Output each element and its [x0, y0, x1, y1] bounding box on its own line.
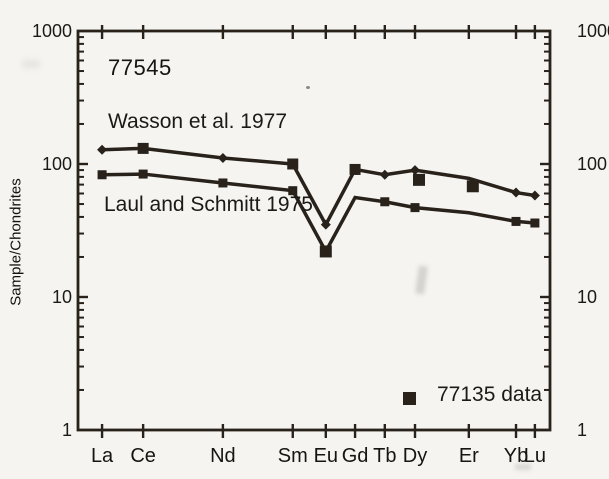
marker-wasson-Eu: [320, 219, 331, 230]
y-axis-title: Sample/Chondrites: [7, 178, 25, 306]
marker-laul-Eu: [319, 245, 332, 258]
marker-laul-Ce: [138, 169, 148, 179]
y-tick-label-left-1: 1: [62, 420, 72, 440]
marker-laul-La: [97, 170, 107, 180]
marker-laul-Sm: [288, 186, 298, 196]
legend-label: 77135 data: [437, 383, 543, 406]
curve-laul: [102, 172, 536, 256]
marker-wasson-Tb: [379, 169, 390, 180]
y-tick-label-right-10: 10: [577, 287, 597, 307]
marker-laul-Yb: [511, 216, 521, 226]
curve-label-wasson: Wasson et al. 1977: [108, 110, 287, 133]
curve-label-laul: Laul and Schmitt 1975: [104, 193, 313, 216]
legend: 77135 data: [403, 383, 543, 406]
y-tick-label-left-100: 100: [42, 154, 72, 174]
element-label-La: La: [91, 445, 114, 467]
marker-laul-Nd: [218, 178, 228, 188]
element-label-Er: Er: [459, 445, 479, 467]
element-label-Gd: Gd: [342, 445, 369, 467]
element-label-Yb: Yb: [504, 445, 528, 467]
y-tick-label-left-10: 10: [52, 287, 72, 307]
marker-wasson-square-Gd: [349, 163, 361, 175]
element-label-Eu: Eu: [314, 445, 338, 467]
y-tick-label-right-1: 1: [577, 420, 587, 440]
marker-laul-Dy: [410, 203, 420, 213]
marker-wasson-square-Sm: [287, 158, 299, 170]
sample-title: 77545: [108, 55, 172, 80]
element-label-Tb: Tb: [373, 445, 396, 467]
marker-wasson-La: [97, 144, 108, 155]
element-label-Dy: Dy: [403, 445, 427, 467]
legend-square-marker-icon: [403, 391, 416, 405]
marker-wasson-Dy: [410, 165, 421, 176]
y-tick-label-right-1000: 1000: [577, 21, 609, 41]
element-label-Ce: Ce: [130, 445, 156, 467]
marker-77135-Er: [466, 180, 479, 193]
axis-frame: [76, 29, 552, 432]
marker-wasson-square-Ce: [137, 142, 149, 154]
marker-laul-Tb: [380, 197, 390, 207]
marker-laul-Lu: [530, 218, 540, 228]
marker-wasson-Yb: [511, 187, 522, 198]
marker-wasson-Nd: [217, 152, 228, 163]
marker-77135-Dy: [413, 173, 426, 186]
y-tick-label-left-1000: 1000: [32, 21, 72, 41]
element-label-Lu: Lu: [524, 445, 546, 467]
y-tick-label-right-100: 100: [577, 154, 607, 174]
element-label-Sm: Sm: [278, 445, 308, 467]
element-label-Nd: Nd: [210, 445, 236, 467]
marker-wasson-Lu: [529, 190, 540, 201]
